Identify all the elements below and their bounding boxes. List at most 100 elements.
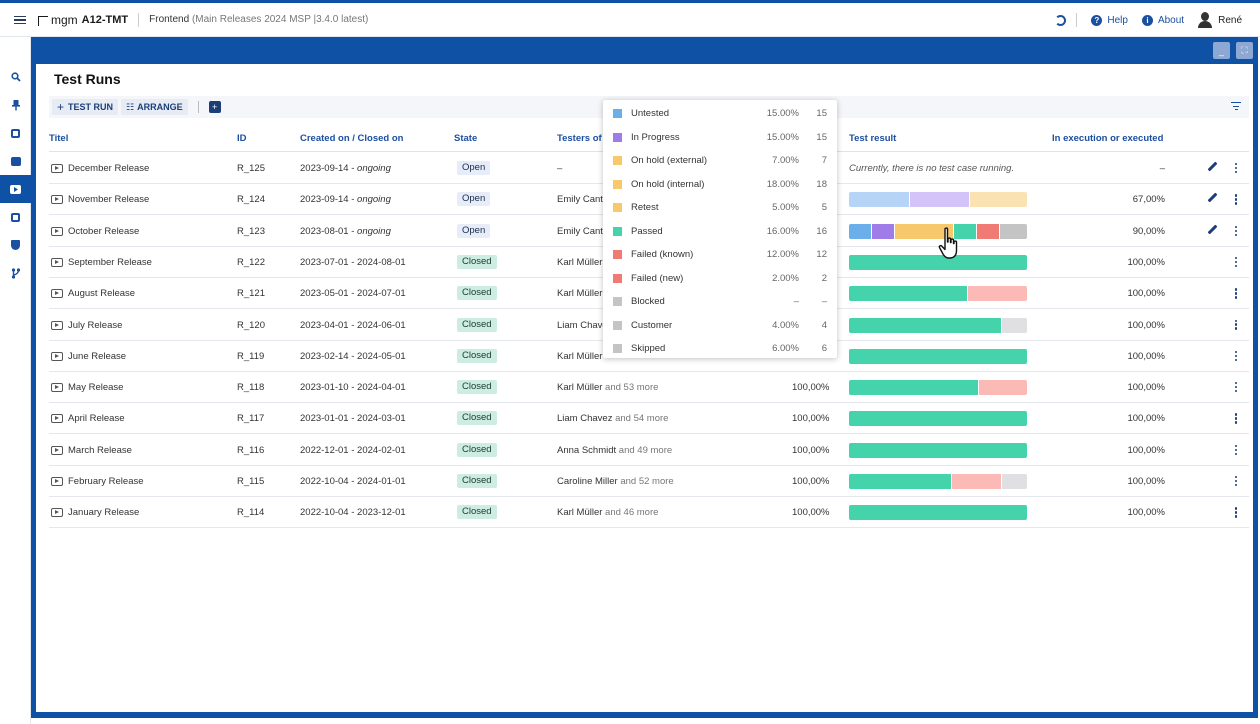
run-title[interactable]: May Release xyxy=(68,382,124,394)
legend-label: In Progress xyxy=(631,131,680,143)
testers-more[interactable]: and 54 more xyxy=(615,413,669,425)
testers-more[interactable]: and 52 more xyxy=(620,476,674,487)
run-dates: 2023-05-01 - 2024-07-01 xyxy=(300,288,406,299)
col-state[interactable]: State xyxy=(454,133,478,144)
run-title[interactable]: March Release xyxy=(68,444,132,456)
edit-icon[interactable] xyxy=(1207,193,1217,203)
table-row[interactable]: January Release R_114 2022-10-04 - 2023-12… xyxy=(49,497,1249,529)
table-row[interactable]: June Release R_119 2023-02-14 - 2024-05-01… xyxy=(49,341,1249,372)
more-options-icon[interactable] xyxy=(1235,507,1238,518)
test-result-bar[interactable] xyxy=(849,348,1027,364)
more-options-icon[interactable] xyxy=(1235,476,1238,487)
test-result-bar[interactable] xyxy=(849,380,1027,396)
status-badge: Closed xyxy=(457,474,497,488)
divider xyxy=(197,101,199,113)
col-title[interactable]: Titel xyxy=(49,133,69,144)
run-title[interactable]: February Release xyxy=(68,476,144,487)
rail-pinned[interactable] xyxy=(0,91,31,119)
fullscreen-button[interactable]: ⛶ xyxy=(1236,42,1253,59)
run-title[interactable]: January Release xyxy=(68,507,140,519)
tester-progress: 100,00% xyxy=(792,382,830,394)
col-testers[interactable]: Testers of xyxy=(557,133,602,144)
table-row[interactable]: May Release R_118 2023-01-10 - 2024-04-01 C… xyxy=(49,372,1249,404)
rail-calendar[interactable] xyxy=(0,203,31,231)
testers-more[interactable]: and 46 more xyxy=(605,507,659,519)
run-created: 2023-09-14 - xyxy=(300,194,358,206)
top-bar: mgm A12-TMT Frontend (Main Releases 2024… xyxy=(0,0,1260,37)
legend-swatch xyxy=(613,132,622,142)
more-options-icon[interactable] xyxy=(1235,225,1238,237)
more-options-icon[interactable] xyxy=(1235,413,1238,424)
col-test-result[interactable]: Test result xyxy=(849,133,897,144)
more-options-icon[interactable] xyxy=(1235,319,1238,331)
run-title[interactable]: July Release xyxy=(68,319,123,331)
legend-swatch xyxy=(613,156,622,165)
hand-cursor-icon xyxy=(938,227,958,259)
run-title[interactable]: December Release xyxy=(68,163,150,174)
help-link[interactable]: ? Help xyxy=(1091,14,1128,26)
execution-percent: 100,00% xyxy=(1127,413,1165,425)
test-result-bar[interactable] xyxy=(849,474,1027,489)
run-title[interactable]: June Release xyxy=(68,350,127,362)
rail-search[interactable] xyxy=(0,63,31,91)
arrange-button[interactable]: ☷ ARRANGE xyxy=(121,99,188,115)
tester-name: Anna Schmidt xyxy=(557,444,617,456)
arrange-icon: ☷ xyxy=(126,101,135,112)
col-id[interactable]: ID xyxy=(237,133,247,144)
rail-security[interactable] xyxy=(0,231,31,259)
table-row[interactable]: March Release R_116 2022-12-01 - 2024-02-0… xyxy=(49,435,1249,466)
result-segment xyxy=(1000,223,1027,239)
project-selector[interactable]: Frontend (Main Releases 2024 MSP |3.4.0 … xyxy=(149,14,368,25)
test-result-bar[interactable] xyxy=(849,442,1027,458)
legend-item: Blocked – – xyxy=(603,289,837,313)
run-id: R_115 xyxy=(237,476,265,487)
table-row[interactable]: April Release R_117 2023-01-01 - 2024-03-0… xyxy=(49,403,1249,435)
test-result-bar[interactable] xyxy=(849,223,1027,239)
test-result-bar[interactable] xyxy=(849,192,1027,208)
testers-more[interactable]: and 49 more xyxy=(618,444,673,456)
test-result-bar[interactable] xyxy=(849,505,1027,521)
test-result-bar[interactable] xyxy=(849,254,1027,270)
legend-percent: 16.00% xyxy=(766,225,799,237)
rail-test-runs[interactable] xyxy=(0,175,31,203)
legend-count: 2 xyxy=(821,272,827,284)
test-result-bar[interactable] xyxy=(849,286,1027,302)
minimize-button[interactable]: _ xyxy=(1213,42,1230,59)
copy-icon[interactable]: + xyxy=(208,101,221,113)
more-options-icon[interactable] xyxy=(1235,382,1238,393)
run-title[interactable]: November Release xyxy=(68,194,150,206)
more-options-icon[interactable] xyxy=(1235,194,1238,205)
rail-test-cases[interactable] xyxy=(0,147,31,175)
about-link[interactable]: i About xyxy=(1141,14,1185,26)
col-execution[interactable]: In execution or executed xyxy=(1052,133,1164,144)
testers: Karl Müller and 53 more xyxy=(557,382,658,393)
edit-icon[interactable] xyxy=(1207,162,1217,172)
more-options-icon[interactable] xyxy=(1235,444,1238,456)
run-title[interactable]: April Release xyxy=(68,413,125,425)
run-title[interactable]: October Release xyxy=(68,225,140,237)
about-label: About xyxy=(1157,14,1185,26)
rail-branches[interactable] xyxy=(0,259,31,287)
rail-dashboard[interactable] xyxy=(0,119,31,147)
test-result-bar[interactable] xyxy=(849,317,1027,333)
table-row[interactable]: February Release R_115 2022-10-04 - 2024-0… xyxy=(49,466,1249,497)
more-options-icon[interactable] xyxy=(1235,163,1238,174)
run-title[interactable]: September Release xyxy=(68,256,152,268)
more-options-icon[interactable] xyxy=(1235,288,1238,299)
testers-more[interactable]: and 53 more xyxy=(605,382,659,394)
edit-icon[interactable] xyxy=(1207,225,1217,235)
test-result-bar[interactable] xyxy=(849,411,1027,427)
sync-button[interactable] xyxy=(1055,14,1067,26)
legend-label: Skipped xyxy=(631,343,666,354)
col-created[interactable]: Created on / Closed on xyxy=(300,133,404,144)
user-menu[interactable]: René xyxy=(1198,12,1242,28)
menu-icon[interactable] xyxy=(14,15,28,25)
run-title[interactable]: August Release xyxy=(68,288,136,300)
run-created: 2023-05-01 - 2024-07-01 xyxy=(300,288,406,300)
new-test-run-button[interactable]: + TEST RUN xyxy=(52,99,119,115)
filter-icon[interactable] xyxy=(1231,102,1241,111)
app-logo[interactable]: mgm A12-TMT xyxy=(38,13,128,27)
execution-percent: 100,00% xyxy=(1127,476,1165,487)
more-options-icon[interactable] xyxy=(1235,256,1238,268)
more-options-icon[interactable] xyxy=(1235,350,1238,362)
